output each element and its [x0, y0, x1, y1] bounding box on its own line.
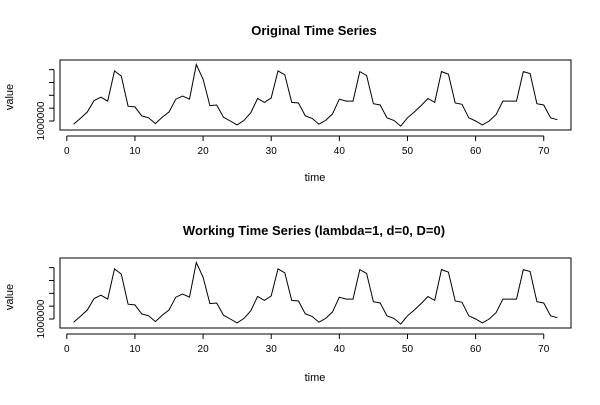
x-axis-label: time — [305, 372, 326, 384]
x-tick-label: 60 — [470, 146, 482, 157]
panel-working-time-series: Working Time Series (lambda=1, d=0, D=0)… — [4, 223, 572, 384]
chart-title: Original Time Series — [251, 23, 376, 38]
y-axis-label: value — [4, 284, 16, 310]
x-tick-label: 30 — [266, 146, 278, 157]
x-tick-label: 30 — [266, 344, 278, 355]
x-tick-label: 50 — [402, 146, 414, 157]
x-tick-label: 10 — [129, 344, 141, 355]
plot-frame — [59, 59, 572, 131]
y-axis: 1000000 — [36, 267, 55, 338]
series-line — [73, 62, 558, 127]
chart-title: Working Time Series (lambda=1, d=0, D=0) — [183, 223, 445, 238]
plot-frame — [59, 257, 572, 329]
series-line — [73, 260, 558, 325]
x-tick-label: 40 — [334, 146, 346, 157]
x-tick-label: 70 — [538, 344, 550, 355]
x-tick-label: 50 — [402, 344, 414, 355]
x-axis-label: time — [305, 172, 326, 184]
x-tick-label: 10 — [129, 146, 141, 157]
x-tick-label: 0 — [64, 344, 70, 355]
x-tick-label: 20 — [198, 344, 210, 355]
x-axis: 0 10 20 30 40 50 60 70 — [64, 135, 550, 157]
y-tick-label: 1000000 — [36, 299, 47, 338]
y-axis-label: value — [4, 84, 16, 110]
x-axis: 0 10 20 30 40 50 60 70 — [64, 333, 550, 355]
y-tick-label: 1000000 — [36, 101, 47, 140]
x-tick-label: 60 — [470, 344, 482, 355]
x-tick-label: 40 — [334, 344, 346, 355]
x-tick-label: 0 — [64, 146, 70, 157]
x-tick-label: 70 — [538, 146, 550, 157]
panel-original-time-series: Original Time Series 0 10 20 30 40 50 60 70 100… — [4, 23, 572, 184]
x-tick-label: 20 — [198, 146, 210, 157]
y-axis: 1000000 — [36, 69, 55, 140]
